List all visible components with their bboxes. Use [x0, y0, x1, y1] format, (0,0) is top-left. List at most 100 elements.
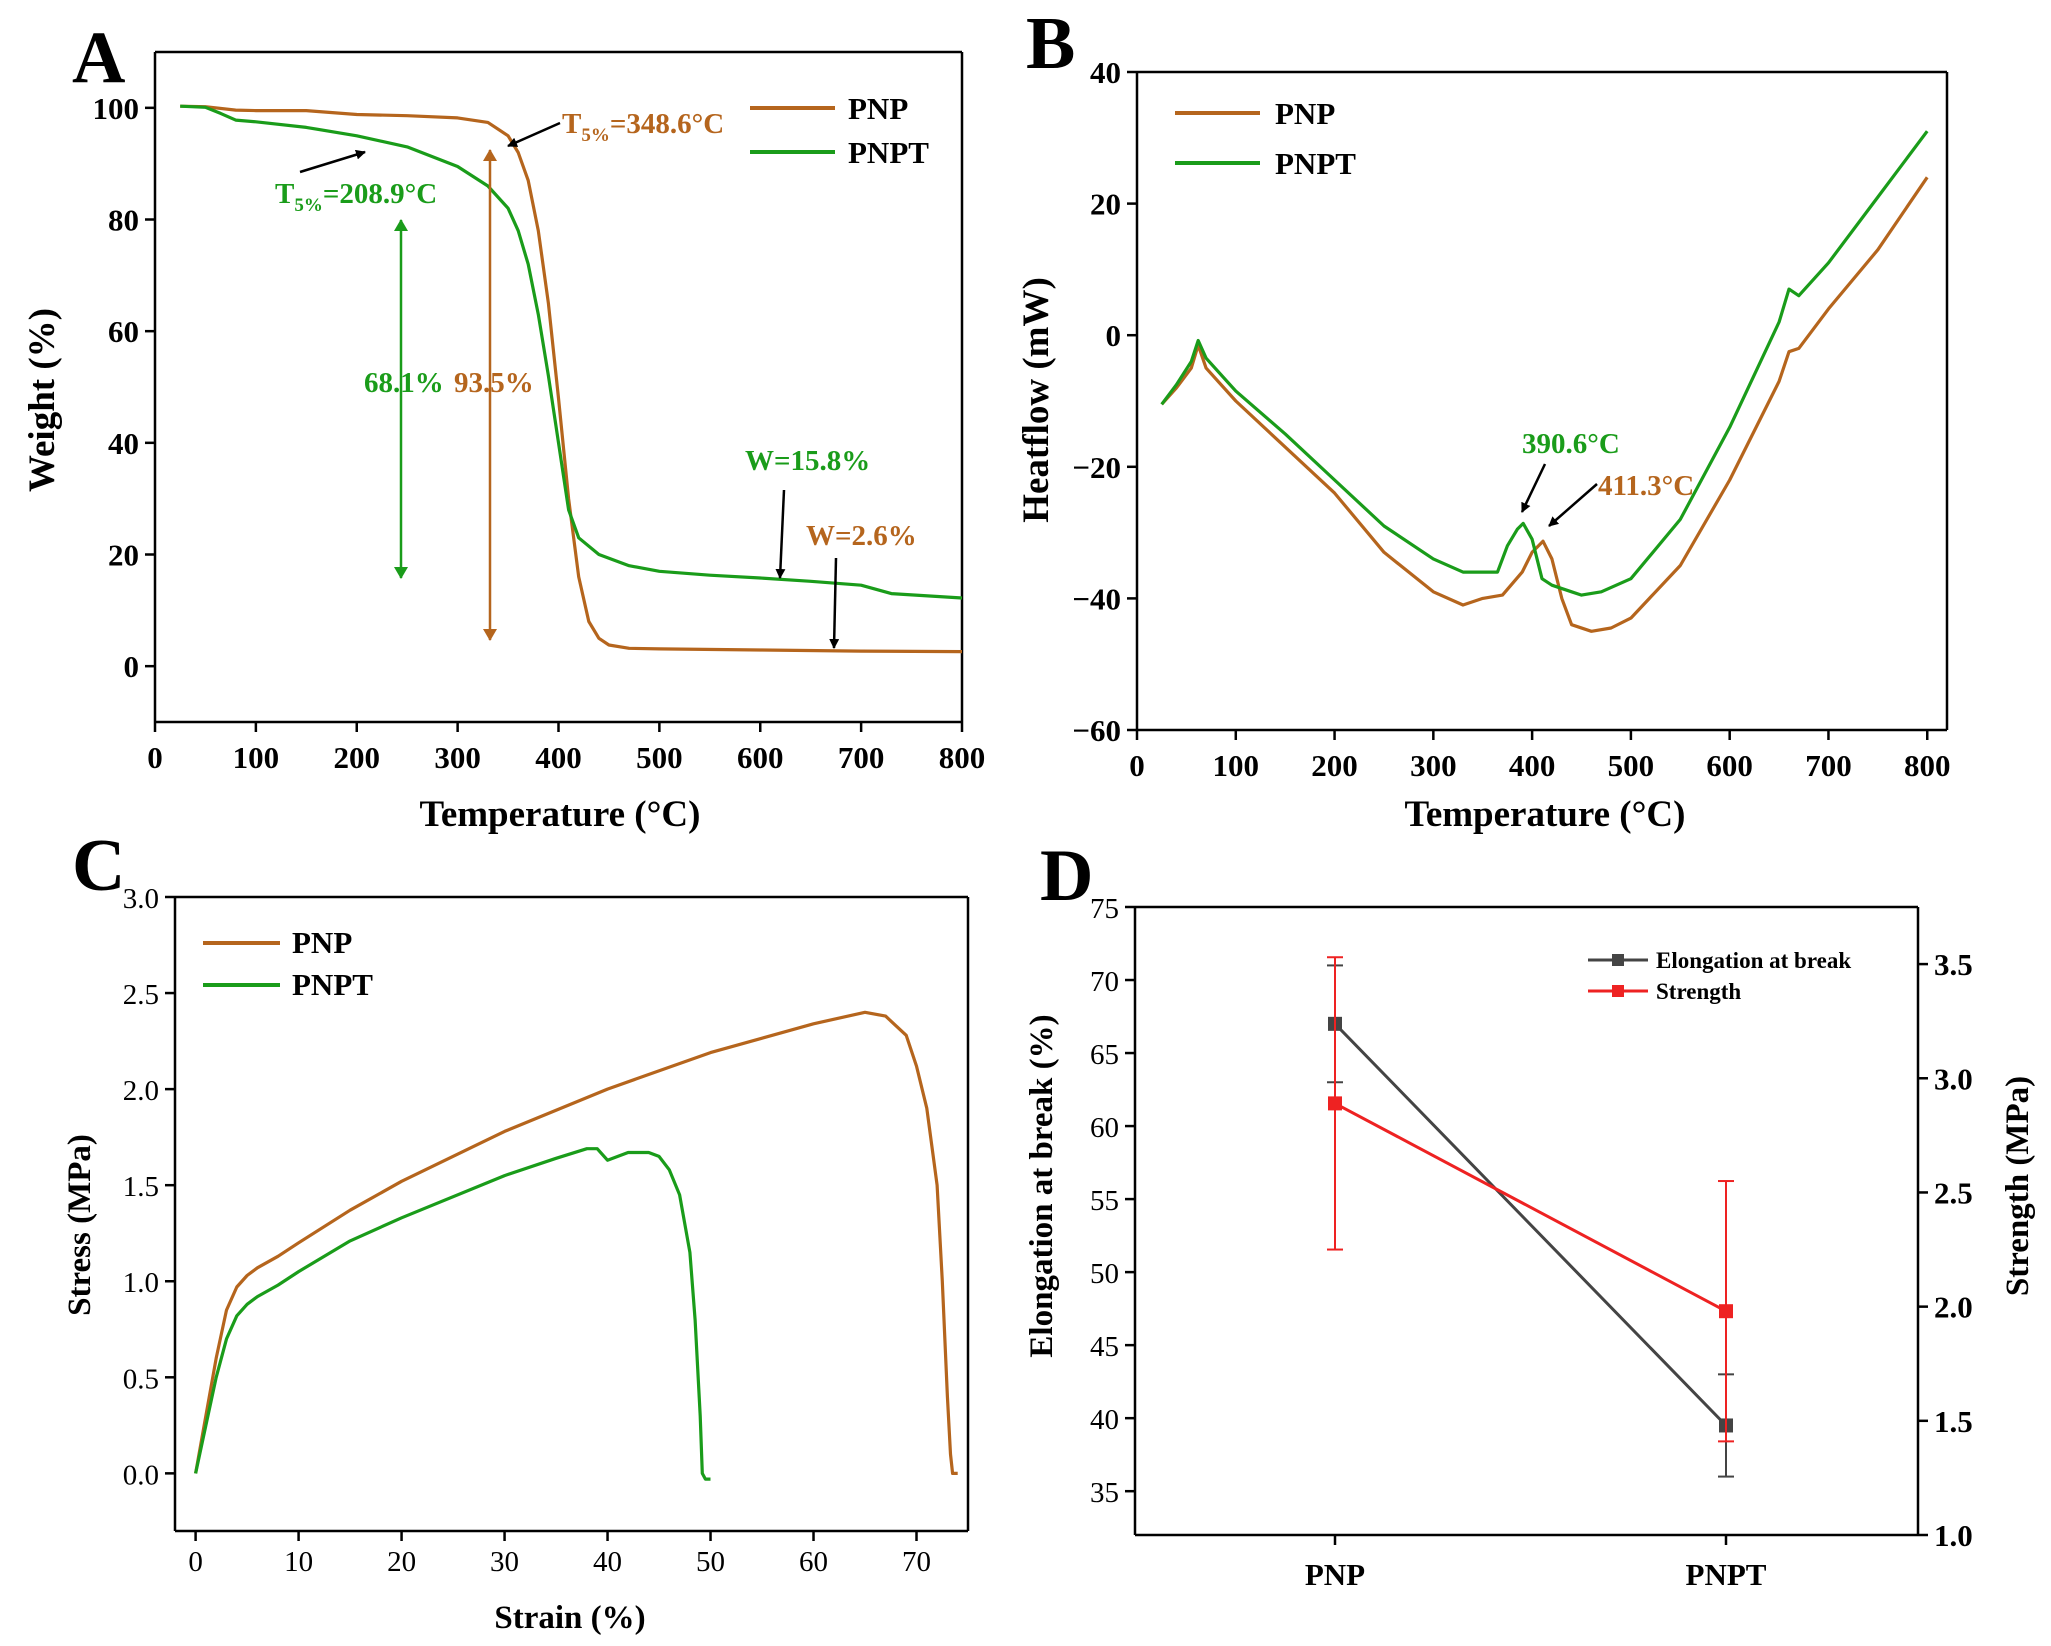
a-x-tick-label: 300 [434, 740, 481, 775]
panel-c-line-pnp [194, 1010, 958, 1476]
panel-b-legend-pnp: PNP [1275, 96, 1335, 131]
d-y-tick-label: 65 [1090, 1039, 1119, 1071]
d-y-tick-label: 60 [1090, 1112, 1119, 1144]
b-x-tick-label: 600 [1706, 748, 1753, 783]
panel-d-legend-elongation-marker [1612, 954, 1624, 966]
panel-b-peak-pnp: 411.3°C [1598, 470, 1694, 502]
c-y-tick-label: 3.0 [123, 883, 159, 915]
c-x-tick-label: 60 [799, 1546, 828, 1578]
svg-text:T5%=348.6°C: T5%=348.6°C [562, 108, 724, 146]
a-y-tick-label: 0 [124, 649, 140, 684]
c-x-tick-label: 10 [284, 1546, 313, 1578]
b-y-tick-label: −20 [1072, 450, 1121, 485]
d-y2-tick-label: 3.0 [1934, 1061, 1973, 1096]
a-y-tick-label: 40 [108, 426, 139, 461]
panel-a-annotation-t5-pnpt: T5%=208.9°C [275, 178, 437, 216]
panel-d-legend-strength: Strength [1656, 979, 1741, 1004]
b-y-tick-label: 40 [1090, 55, 1121, 90]
a-x-tick-label: 700 [838, 740, 885, 775]
a-y-tick-label: 60 [108, 314, 139, 349]
a-x-tick-label: 800 [939, 740, 986, 775]
panel-d-strength-point [1328, 1096, 1342, 1111]
panel-d-strength-line [1334, 1102, 1727, 1313]
panel-d-y2-label: Strength (MPa) [2000, 1076, 2036, 1296]
d-y2-tick-label: 2.5 [1934, 1175, 1973, 1210]
b-y-tick-label: −60 [1072, 713, 1121, 748]
panel-a-letter: A [72, 17, 125, 99]
c-y-tick-label: 2.5 [123, 979, 159, 1011]
b-y-tick-label: 20 [1090, 187, 1121, 222]
a-x-tick-label: 0 [147, 740, 163, 775]
panel-d-x-tick-label: PNPT [1686, 1557, 1767, 1592]
d-y2-tick-label: 1.0 [1934, 1518, 1973, 1553]
panel-b-letter: B [1026, 3, 1075, 85]
d-y2-tick-label: 1.5 [1934, 1404, 1973, 1439]
panel-b-peak-pnpt: 390.6°C [1522, 428, 1620, 460]
panel-c-letter: C [72, 825, 125, 907]
c-y-tick-label: 0.0 [123, 1459, 159, 1491]
c-y-tick-label: 1.0 [123, 1267, 159, 1299]
panel-a-arrow-t5-pnp [507, 121, 561, 148]
b-y-tick-label: 0 [1106, 318, 1122, 353]
panel-b-arrow-peak-pnpt [1520, 463, 1547, 513]
c-x-tick-label: 30 [490, 1546, 519, 1578]
panel-b: B 0 100 200 300 400 500 600 700 800 −60 −40 −20 0 20… [1016, 3, 1950, 835]
b-x-tick-label: 300 [1410, 748, 1457, 783]
panel-a-loss-pnpt: 68.1% [364, 367, 444, 399]
d-y2-tick-label: 2.0 [1934, 1290, 1973, 1325]
c-x-tick-label: 40 [593, 1546, 622, 1578]
b-x-tick-label: 800 [1904, 748, 1951, 783]
d-y-tick-label: 70 [1090, 966, 1119, 998]
panel-d-letter: D [1040, 835, 1093, 917]
c-y-tick-label: 2.0 [123, 1075, 159, 1107]
panel-a-x-label: Temperature (°C) [420, 794, 701, 835]
panel-a-line-pnpt [180, 104, 963, 600]
panel-c-legend-pnp: PNP [292, 925, 352, 960]
panel-a-annotation-t5-pnp: T5%=348.6°C [562, 108, 724, 146]
c-y-tick-label: 0.5 [123, 1363, 159, 1395]
a-y-tick-label: 20 [108, 538, 139, 573]
c-x-tick-label: 20 [387, 1546, 416, 1578]
c-y-tick-label: 1.5 [123, 1171, 159, 1203]
panel-a-loss-pnp: 93.5% [454, 367, 534, 399]
panel-a-y-label: Weight (%) [22, 308, 63, 492]
panel-b-line-pnpt [1160, 130, 1929, 597]
b-y-tick-label: −40 [1072, 581, 1121, 616]
panel-c-legend-pnpt: PNPT [292, 967, 373, 1002]
panel-b-legend-pnpt: PNPT [1275, 146, 1356, 181]
panel-a: A 0 100 200 300 400 500 600 700 800 0 20 40 60 80 100… [22, 17, 985, 835]
c-x-tick-label: 50 [696, 1546, 725, 1578]
d-y-tick-label: 40 [1090, 1404, 1119, 1436]
c-x-tick-label: 70 [902, 1546, 931, 1578]
panel-c-y-label: Stress (MPa) [62, 1134, 98, 1316]
b-x-tick-label: 700 [1805, 748, 1852, 783]
panel-d: D PNP PNPT 35 40 45 50 55 60 65 70 75 1.0 1.5 2.0 2.… [1024, 835, 2036, 1592]
panel-c: C 0 10 20 30 40 50 60 70 0.00.51.01.52.02.53.0 … [62, 825, 970, 1636]
panel-d-strength-point [1719, 1304, 1733, 1319]
svg-text:T5%=208.9°C: T5%=208.9°C [275, 178, 437, 216]
panel-d-legend-elongation: Elongation at break [1656, 948, 1851, 973]
a-y-tick-label: 80 [108, 203, 139, 238]
panel-c-x-label: Strain (%) [494, 1600, 645, 1636]
panel-b-line-pnp [1160, 176, 1929, 633]
a-x-tick-label: 500 [636, 740, 683, 775]
a-x-tick-label: 400 [535, 740, 582, 775]
b-x-tick-label: 500 [1608, 748, 1655, 783]
d-y-tick-label: 45 [1090, 1331, 1119, 1363]
panel-a-residue-pnp: W=2.6% [806, 520, 917, 552]
d-y-tick-label: 75 [1090, 893, 1119, 925]
d-y-tick-label: 50 [1090, 1258, 1119, 1290]
panel-d-x-tick-label: PNP [1305, 1557, 1365, 1592]
a-x-tick-label: 200 [334, 740, 381, 775]
panel-b-y-label: Heatflow (mW) [1016, 277, 1057, 523]
a-x-tick-label: 100 [233, 740, 280, 775]
b-x-tick-label: 100 [1213, 748, 1260, 783]
b-x-tick-label: 0 [1129, 748, 1145, 783]
panel-d-y-label: Elongation at break (%) [1024, 1014, 1060, 1357]
panel-a-legend-pnpt: PNPT [848, 135, 929, 170]
a-x-tick-label: 600 [737, 740, 784, 775]
panel-a-arrow-residue-pnpt [775, 489, 786, 579]
panel-d-elongation-line [1333, 1022, 1728, 1427]
d-y-tick-label: 35 [1090, 1477, 1119, 1509]
